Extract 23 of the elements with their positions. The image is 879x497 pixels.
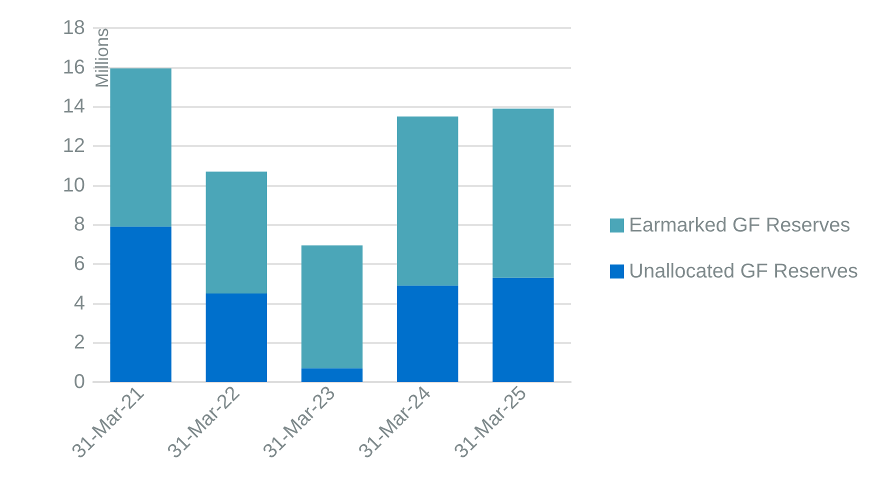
- bar: [206, 172, 267, 294]
- bar: [397, 286, 458, 382]
- y-tick-label: 18: [62, 17, 85, 39]
- bar: [397, 116, 458, 286]
- bar: [301, 368, 363, 382]
- y-axis-title: Millions: [92, 28, 112, 88]
- y-tick-label: 10: [62, 174, 85, 196]
- legend-label: Earmarked GF Reserves: [629, 214, 850, 236]
- y-tick-label: 0: [74, 371, 85, 393]
- bar: [206, 294, 267, 382]
- bar: [110, 68, 172, 227]
- bar: [492, 278, 554, 382]
- y-tick-label: 14: [62, 96, 85, 118]
- y-tick-label: 4: [74, 292, 85, 314]
- y-tick-label: 16: [62, 56, 85, 78]
- bar: [492, 108, 554, 278]
- bar: [110, 226, 172, 382]
- y-tick-label: 12: [62, 135, 85, 157]
- y-tick-label: 8: [74, 214, 85, 236]
- y-tick-label: 6: [74, 253, 85, 275]
- bar: [301, 245, 363, 368]
- y-tick-label: 2: [74, 332, 85, 354]
- legend-label: Unallocated GF Reserves: [629, 260, 858, 282]
